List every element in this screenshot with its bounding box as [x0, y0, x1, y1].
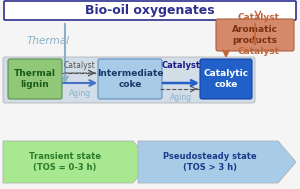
FancyBboxPatch shape — [98, 59, 162, 99]
FancyBboxPatch shape — [4, 1, 296, 20]
Text: Pseudosteady state
(TOS > 3 h): Pseudosteady state (TOS > 3 h) — [163, 152, 257, 172]
Text: Thermal: Thermal — [26, 36, 70, 46]
Text: Catalyst: Catalyst — [237, 13, 279, 22]
Text: Aging: Aging — [69, 89, 91, 98]
Text: Intermediate
coke: Intermediate coke — [97, 69, 163, 89]
Text: Catalyst: Catalyst — [237, 47, 279, 57]
Text: Aromatic
products: Aromatic products — [232, 25, 278, 45]
Text: Catalyst: Catalyst — [161, 61, 200, 70]
FancyBboxPatch shape — [8, 59, 62, 99]
Polygon shape — [3, 141, 151, 183]
Text: Catalytic
coke: Catalytic coke — [203, 69, 249, 89]
Text: Aging: Aging — [170, 93, 192, 102]
FancyBboxPatch shape — [200, 59, 252, 99]
Text: Bio-oil oxygenates: Bio-oil oxygenates — [85, 4, 215, 17]
Text: Catalyst: Catalyst — [64, 61, 96, 70]
Text: Thermal
lignin: Thermal lignin — [14, 69, 56, 89]
Text: Transient state
(TOS = 0-3 h): Transient state (TOS = 0-3 h) — [29, 152, 101, 172]
Polygon shape — [138, 141, 296, 183]
FancyBboxPatch shape — [216, 19, 294, 51]
FancyBboxPatch shape — [3, 57, 255, 103]
